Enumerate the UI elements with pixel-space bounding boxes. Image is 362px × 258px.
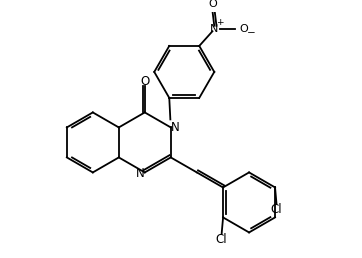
Text: N: N — [210, 25, 218, 34]
Text: O: O — [239, 25, 248, 34]
Text: Cl: Cl — [271, 203, 282, 216]
Text: N: N — [136, 167, 144, 180]
Text: +: + — [216, 18, 223, 27]
Text: Cl: Cl — [216, 233, 227, 246]
Text: O: O — [140, 75, 150, 88]
Text: O: O — [208, 0, 217, 9]
Text: −: − — [247, 28, 256, 38]
Text: N: N — [171, 121, 180, 134]
